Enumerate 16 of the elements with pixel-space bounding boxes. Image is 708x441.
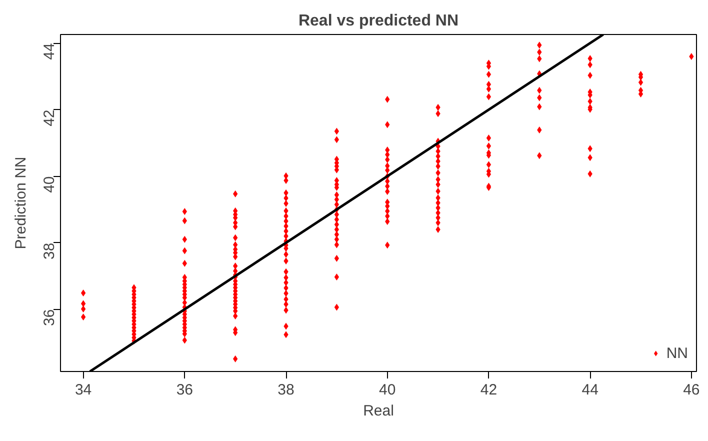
x-tick-label: 42 xyxy=(480,382,498,398)
y-tick-label: 38 xyxy=(41,242,58,260)
legend-label: NN xyxy=(666,344,688,362)
x-tick-label: 44 xyxy=(582,382,598,398)
x-axis-title: Real xyxy=(363,402,394,420)
y-tick-label: 44 xyxy=(41,43,58,60)
x-tick-label: 46 xyxy=(683,382,700,398)
y-tick-label: 40 xyxy=(41,176,58,193)
chart-title: Real vs predicted NN xyxy=(298,12,459,30)
x-tick-label: 36 xyxy=(176,382,194,398)
y-tick-label: 42 xyxy=(41,110,58,126)
x-tick-label: 34 xyxy=(74,382,92,398)
y-axis-title: Prediction NN xyxy=(12,156,30,250)
x-tick-label: 38 xyxy=(278,382,294,398)
y-tick-label: 36 xyxy=(41,309,58,326)
x-tick-label: 40 xyxy=(379,382,396,398)
